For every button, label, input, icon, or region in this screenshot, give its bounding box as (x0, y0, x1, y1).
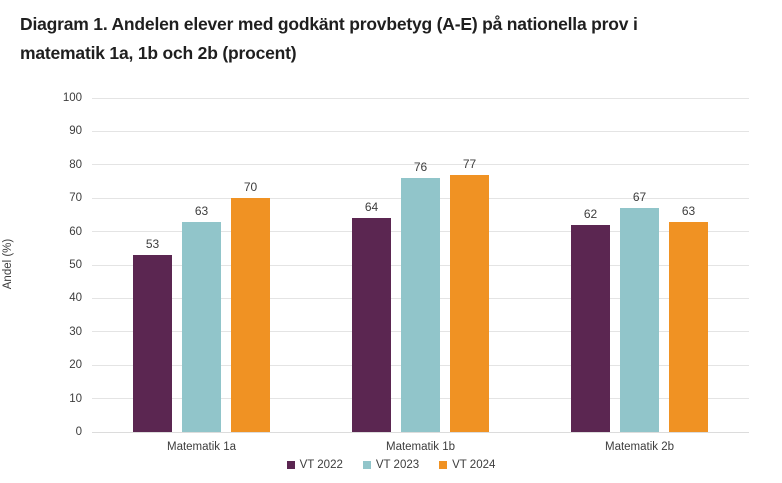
bar (182, 221, 221, 432)
gridline (92, 97, 749, 99)
legend-item: VT 2022 (286, 459, 343, 471)
bar-value-label: 62 (583, 206, 598, 221)
gridline (92, 130, 749, 132)
category-label: Matematik 2b (604, 441, 675, 453)
y-tick-label: 20 (69, 359, 82, 372)
y-axis-title: Andel (%) (2, 238, 14, 290)
legend-item: VT 2023 (362, 459, 420, 471)
bar (669, 221, 708, 432)
bar (450, 174, 489, 432)
legend-label: VT 2022 (299, 459, 343, 471)
bar (133, 254, 172, 432)
bar-value-label: 63 (681, 203, 696, 218)
legend-item: VT 2024 (439, 459, 495, 471)
legend: VT 2022 VT 2023 VT 2024 (0, 459, 782, 471)
category-label: Matematik 1a (166, 441, 237, 453)
bar (231, 198, 270, 432)
bar-value-label: 76 (413, 160, 428, 175)
category-label: Matematik 1b (385, 441, 456, 453)
bar-value-label: 77 (462, 156, 477, 171)
y-tick-label: 10 (69, 392, 82, 405)
legend-swatch (362, 461, 371, 469)
bar-value-label: 53 (145, 236, 160, 251)
bar-value-label: 64 (364, 200, 379, 215)
bar (620, 208, 659, 432)
bar (571, 224, 610, 432)
bar-value-label: 70 (243, 180, 258, 195)
y-tick-label: 50 (69, 259, 82, 271)
y-tick-label: 100 (62, 92, 82, 104)
y-tick-label: 80 (69, 158, 82, 171)
y-tick-label: 30 (69, 325, 82, 338)
legend-swatch (439, 461, 448, 469)
legend-label: VT 2024 (452, 459, 496, 471)
gridline (92, 164, 749, 166)
gridline (92, 431, 749, 433)
legend-label: VT 2023 (375, 459, 420, 471)
y-tick-label: 60 (69, 225, 82, 238)
chart-title-line1: Diagram 1. Andelen elever med godkänt pr… (20, 14, 638, 34)
bar-value-label: 67 (632, 190, 647, 205)
y-tick-label: 90 (69, 125, 82, 138)
y-tick-label: 70 (69, 192, 82, 205)
chart-title: Diagram 1. Andelen elever med godkänt pr… (20, 10, 638, 68)
y-tick-label: 40 (69, 292, 82, 305)
bar (352, 218, 391, 432)
legend-swatch (286, 461, 295, 469)
chart-title-line2: matematik 1a, 1b och 2b (procent) (20, 43, 297, 63)
y-tick-label: 0 (75, 426, 82, 438)
bar (401, 178, 440, 432)
bar-value-label: 63 (194, 203, 209, 218)
